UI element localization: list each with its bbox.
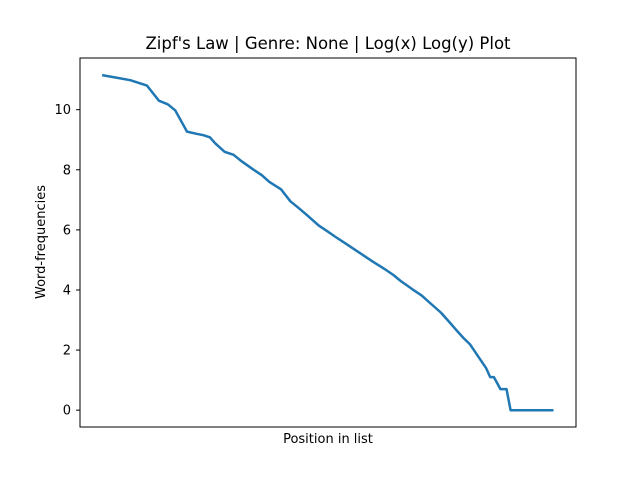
y-tick-label: 0 [63,404,71,419]
data-series-line [101,73,554,412]
y-tick-label: 8 [63,163,71,178]
y-tick-label: 10 [54,103,71,118]
axes-frame [79,57,577,428]
y-tick-label: 2 [63,344,71,359]
y-axis-label: Word-frequencies [34,185,49,299]
plot-area: 0 2 4 6 8 10 [54,57,577,428]
x-axis-label: Position in list [283,432,373,447]
y-tick-label: 6 [63,223,71,238]
y-tick-label: 4 [63,283,71,298]
chart-title: Zipf's Law | Genre: None | Log(x) Log(y)… [145,34,511,53]
